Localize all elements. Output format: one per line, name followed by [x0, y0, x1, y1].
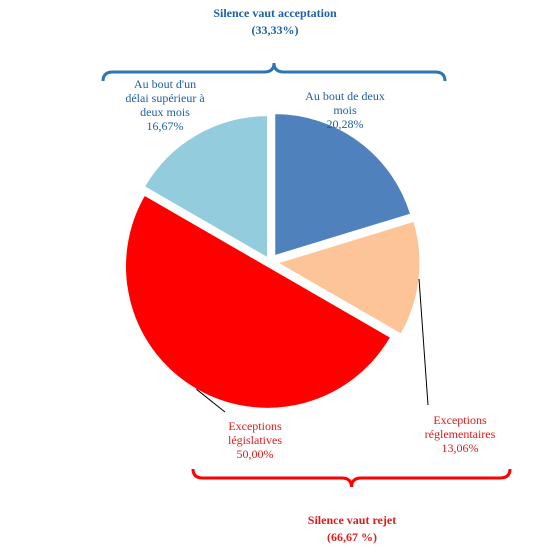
leader-line: [196, 388, 226, 413]
pie-slice-2: [276, 220, 421, 335]
leader-line: [418, 278, 429, 406]
slice-label: délai supérieur à: [125, 91, 205, 105]
slice-value-label: 50,00%: [237, 447, 274, 461]
slice-label: mois: [333, 103, 357, 117]
pie-slice-3: [125, 194, 392, 409]
brace-top: [101, 62, 447, 82]
brace-bottom: [191, 468, 512, 488]
slice-label: Exceptions: [433, 413, 487, 427]
group-subtitle: (33,33%): [252, 23, 299, 37]
group-title: Silence vaut rejet: [308, 513, 396, 527]
slice-label: Au bout de deux: [305, 89, 385, 103]
pie-slice-4: [143, 115, 268, 259]
slice-label: réglementaires: [425, 427, 496, 441]
slice-label: deux mois: [140, 105, 190, 119]
group-title: Silence vaut acceptation: [213, 6, 337, 20]
slice-value-label: 16,67%: [147, 119, 184, 133]
pie-slice-1: [274, 113, 412, 257]
slice-value-label: 20,28%: [327, 117, 364, 131]
group-subtitle: (66,67 %): [327, 530, 377, 544]
slice-label: Exceptions: [228, 419, 282, 433]
slice-label: législatives: [228, 433, 282, 447]
slice-value-label: 13,06%: [442, 441, 479, 455]
slice-label: Au bout d'un: [134, 77, 196, 91]
